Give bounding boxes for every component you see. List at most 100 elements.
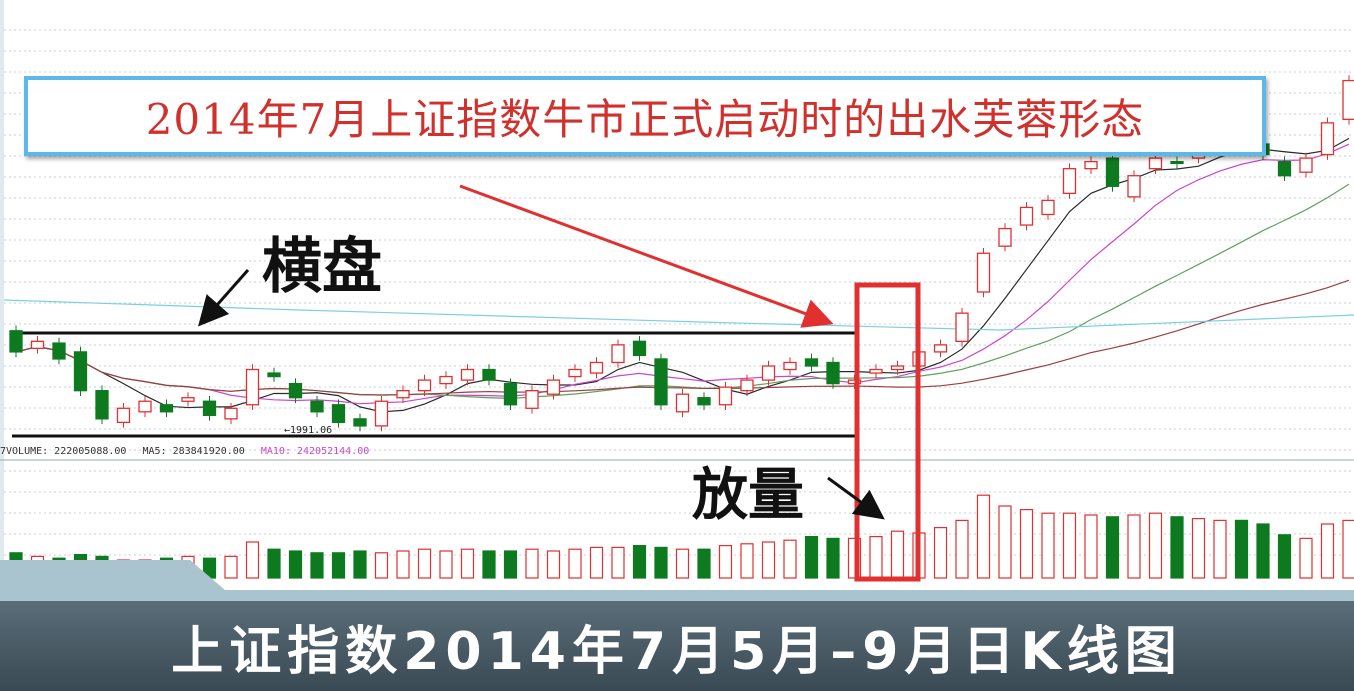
candle <box>288 382 303 399</box>
volume-bar <box>1105 516 1120 579</box>
volume-bar <box>439 550 453 579</box>
volume-bar <box>288 550 303 579</box>
caption-bar: 上证指数2014年7月5月–9月日K线图 <box>0 601 1354 691</box>
candle <box>1127 175 1141 198</box>
candle <box>933 344 948 353</box>
volume-bar <box>374 552 389 579</box>
volume-value: 7VOLUME: 222005088.00 <box>0 446 127 457</box>
volume-bar <box>1234 519 1249 579</box>
candle <box>1148 157 1163 170</box>
volume-bar <box>310 552 324 579</box>
candle <box>697 397 711 406</box>
candle <box>1342 79 1354 120</box>
volume-bar <box>632 544 647 579</box>
volume-bar <box>869 535 883 579</box>
red-pointer-arrow <box>459 184 834 328</box>
bottom-strip <box>0 560 1354 601</box>
candle <box>890 365 905 371</box>
volume-bar <box>589 546 604 579</box>
volume-bar <box>1277 534 1292 579</box>
candle <box>955 312 969 342</box>
ma5-line <box>15 137 1350 413</box>
highlight-rectangle <box>854 282 921 582</box>
volume-bar <box>1084 514 1098 579</box>
volume-bar <box>1256 523 1270 579</box>
candle <box>783 361 797 371</box>
candle <box>869 368 883 374</box>
volume-bar <box>267 548 281 579</box>
candle <box>1320 122 1335 156</box>
volume-bar <box>460 548 475 579</box>
candle <box>740 379 754 392</box>
chart-title: 2014年7月上证指数牛市正式启动时的出水芙蓉形态 <box>145 94 1145 144</box>
candle <box>826 361 840 385</box>
low-price-label: ←1991.06 <box>284 425 333 436</box>
candle <box>525 390 539 409</box>
candle <box>482 368 496 381</box>
candle <box>9 330 23 353</box>
volume-bar <box>525 548 539 579</box>
volume-bar <box>611 546 625 579</box>
annotation-consolidation: 横盘 <box>262 232 382 302</box>
volume-bar <box>976 494 991 579</box>
candle <box>804 358 819 367</box>
candle <box>439 375 453 385</box>
candle <box>675 393 690 413</box>
ma5-value: MA5: 283841920.00 <box>142 446 245 457</box>
volume-bar <box>1170 516 1184 579</box>
volume-bar <box>1342 519 1354 579</box>
volume-bar <box>224 555 238 579</box>
volume-bar <box>353 550 367 579</box>
volume-bar <box>1148 512 1163 579</box>
candle <box>632 340 647 357</box>
candle <box>1105 157 1120 187</box>
volume-bar <box>998 505 1012 579</box>
ma60-line <box>15 279 1350 396</box>
volume-bar <box>245 541 260 579</box>
volume-indicator-label: 7VOLUME: 222005088.00 MA5: 283841920.00 … <box>0 446 379 457</box>
caption-text: 上证指数2014年7月5月–9月日K线图 <box>171 621 1183 682</box>
candle <box>73 351 88 392</box>
volume-bar <box>804 535 819 579</box>
volume-bar <box>1062 512 1077 579</box>
volume-bar <box>740 543 754 579</box>
volume-bar <box>783 539 797 579</box>
candle <box>1084 160 1098 170</box>
title-box: 2014年7月上证指数牛市正式启动时的出水芙蓉形态 <box>24 76 1266 156</box>
volume-bar <box>482 550 496 579</box>
candle <box>1299 157 1313 173</box>
volume-bar <box>697 548 711 579</box>
candle <box>718 386 733 406</box>
candle <box>546 379 561 395</box>
candle <box>267 372 281 378</box>
candle <box>52 342 66 360</box>
candle <box>374 400 389 427</box>
candle <box>224 407 238 420</box>
candle <box>353 418 367 427</box>
candle <box>460 368 475 381</box>
candle <box>568 368 582 378</box>
volume-bar <box>955 519 969 579</box>
volume-bar <box>890 530 905 579</box>
volume-bar <box>654 546 668 579</box>
volume-bar <box>1041 512 1055 579</box>
volume-bar <box>1213 519 1227 579</box>
candle <box>611 344 625 364</box>
candle <box>396 390 410 399</box>
ma10-line <box>15 143 1350 405</box>
candle <box>30 340 45 350</box>
candle <box>1170 160 1184 165</box>
volume-bar <box>1320 523 1335 579</box>
candle <box>503 382 518 406</box>
annotation-volume-expansion: 放量 <box>692 463 804 528</box>
volume-bar <box>417 548 432 579</box>
volume-bar <box>1127 514 1141 579</box>
candle <box>310 400 324 413</box>
ma10-value: MA10: 242052144.00 <box>260 446 370 457</box>
candle <box>976 252 991 293</box>
consolidation-arrow <box>198 269 250 327</box>
volume-bar <box>933 526 948 579</box>
volume-bar <box>761 541 776 579</box>
volume-bar <box>675 548 690 579</box>
